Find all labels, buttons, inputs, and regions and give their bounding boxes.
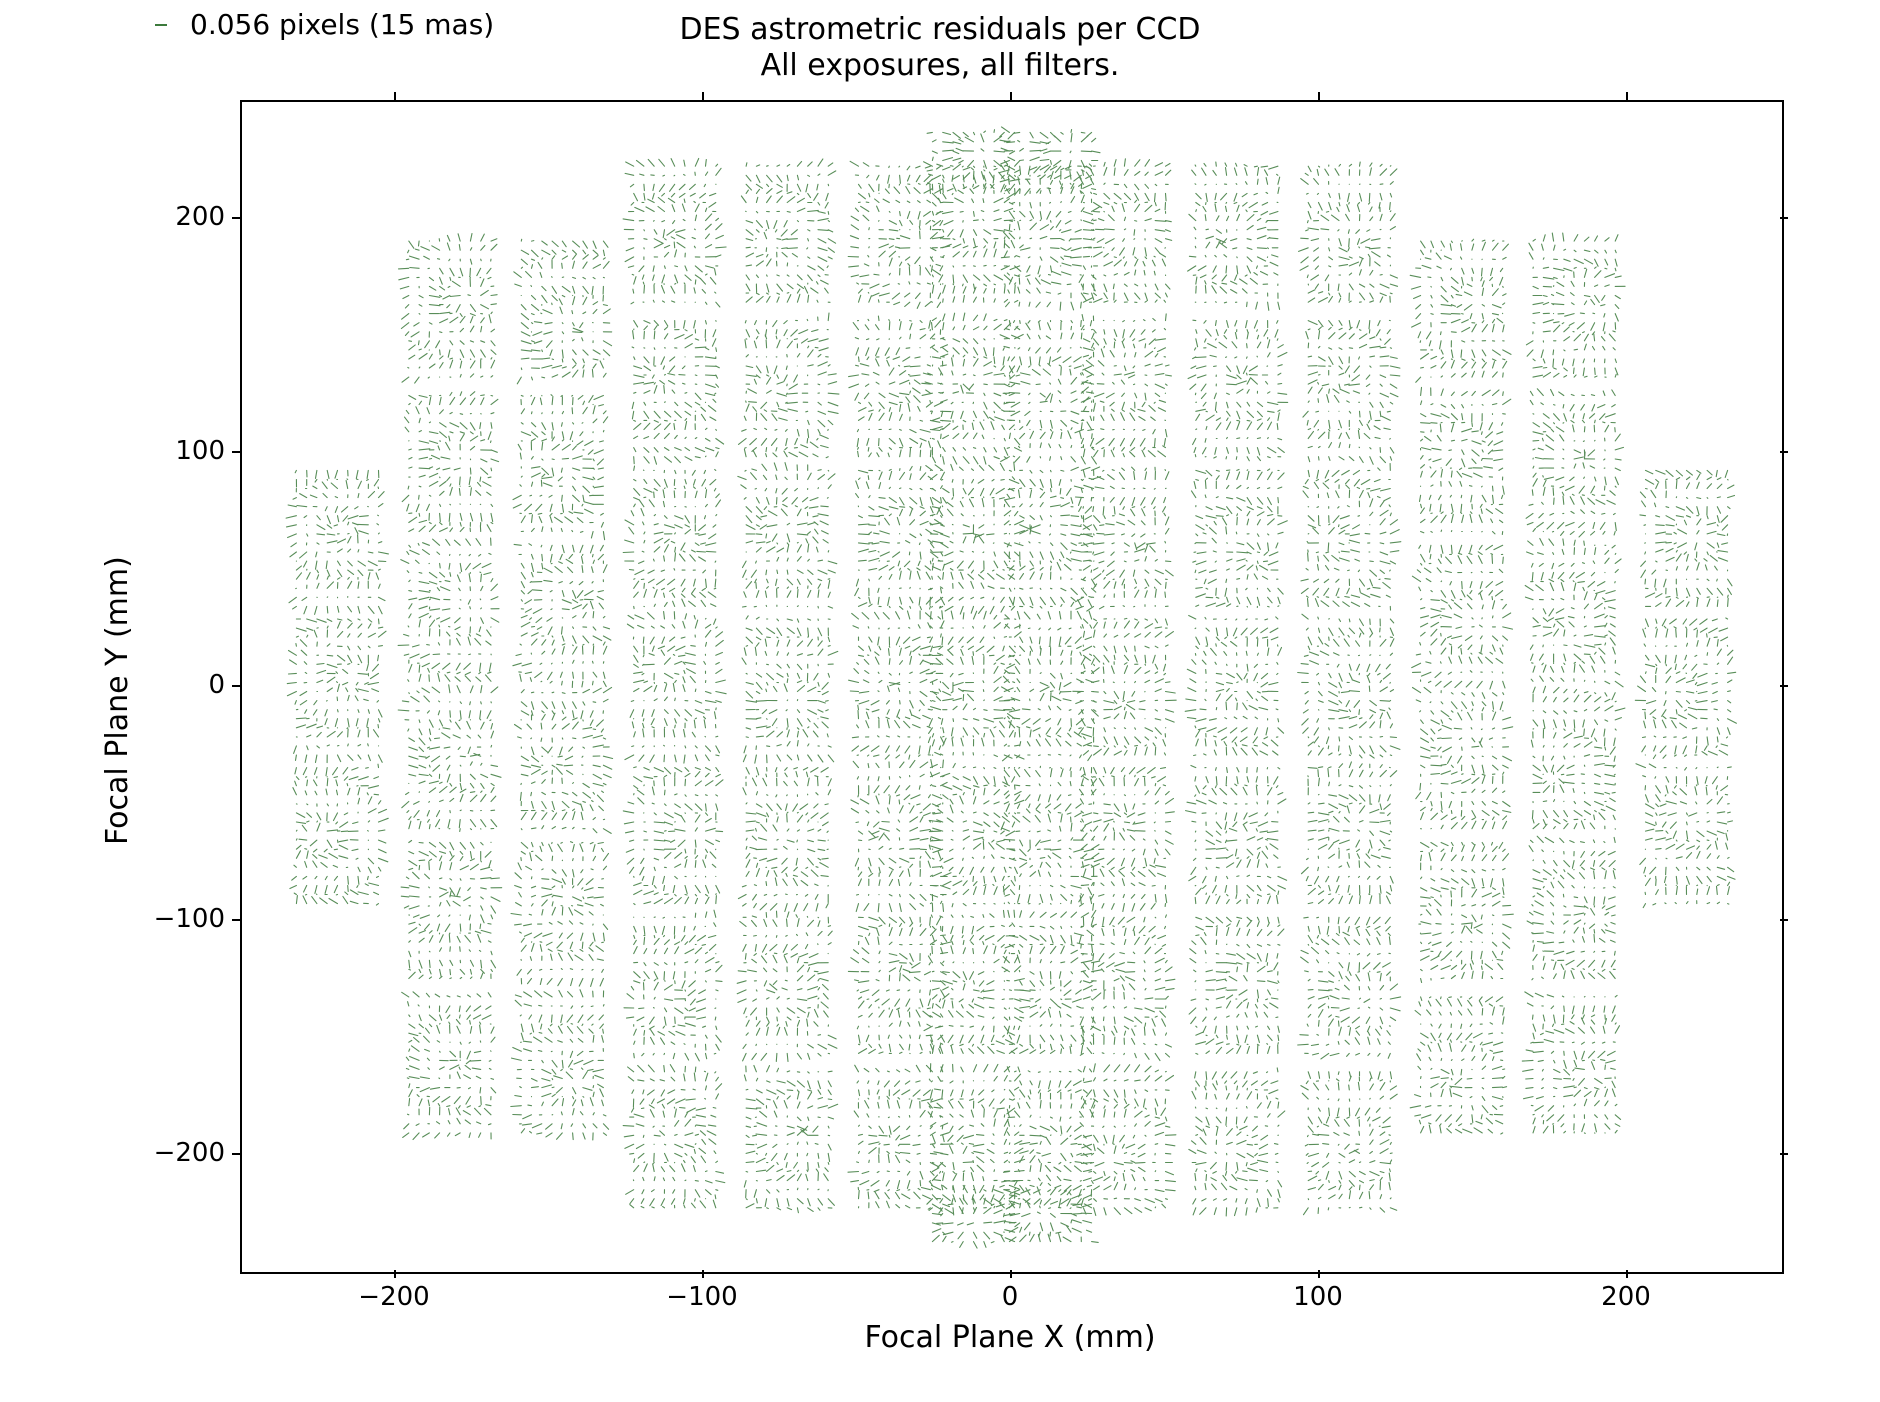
x-tick-label: 100 — [1293, 1282, 1343, 1312]
quiver-vectors — [242, 102, 1782, 1272]
x-tick-label: −200 — [358, 1282, 429, 1312]
figure: 0.056 pixels (15 mas) DES astrometric re… — [0, 0, 1880, 1402]
plot-axes — [240, 100, 1784, 1274]
chart-title-line2: All exposures, all filters. — [0, 48, 1880, 83]
chart-title-line1: DES astrometric residuals per CCD — [0, 12, 1880, 47]
y-tick-label: 0 — [150, 670, 225, 700]
y-axis-label: Focal Plane Y (mm) — [100, 556, 135, 845]
x-tick-label: 0 — [1002, 1282, 1019, 1312]
x-tick-label: −100 — [666, 1282, 737, 1312]
x-tick-label: 200 — [1601, 1282, 1651, 1312]
y-tick-label: 100 — [150, 436, 225, 466]
y-tick-label: −100 — [150, 904, 225, 934]
y-tick-label: 200 — [150, 202, 225, 232]
x-axis-label: Focal Plane X (mm) — [240, 1320, 1780, 1355]
y-tick-label: −200 — [150, 1138, 225, 1168]
